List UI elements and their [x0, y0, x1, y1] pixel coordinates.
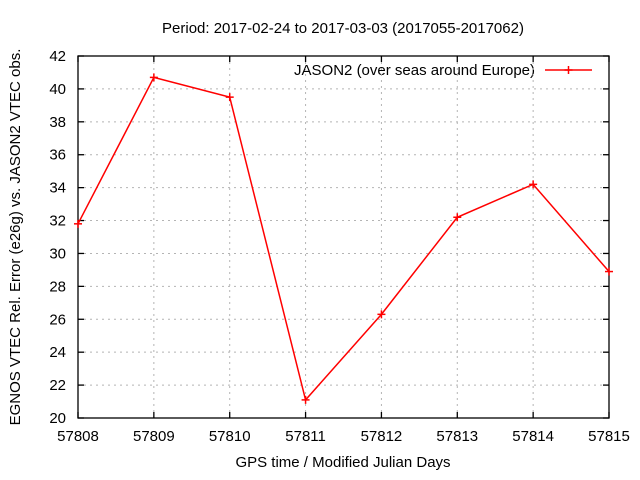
plot-border — [77, 55, 610, 419]
legend-line-sample — [545, 66, 592, 74]
series-jason2 — [74, 73, 613, 404]
y-tick-label: 22 — [49, 377, 66, 394]
y-tick-label: 20 — [49, 410, 66, 427]
x-tick-labels: 57808 57809 57810 57811 57812 57813 57814 57815 — [57, 428, 630, 445]
x-tick-label: 57815 — [588, 428, 630, 445]
x-tick-label: 57808 — [57, 428, 99, 445]
y-axis-label: EGNOS VTEC Rel. Error (e26g) vs. JASON2 … — [7, 49, 24, 426]
y-tick-label: 38 — [49, 114, 66, 131]
y-tick-label: 24 — [49, 344, 66, 361]
series-line — [77, 76, 610, 402]
y-tick-label: 28 — [49, 278, 66, 295]
x-tick-label: 57812 — [361, 428, 403, 445]
x-axis-label: GPS time / Modified Julian Days — [235, 454, 450, 471]
axis-ticks — [77, 55, 610, 419]
y-tick-label: 40 — [49, 81, 66, 98]
x-tick-label: 57811 — [285, 428, 326, 445]
y-tick-label: 34 — [49, 180, 66, 197]
chart-title: Period: 2017-02-24 to 2017-03-03 (201705… — [162, 20, 524, 37]
y-tick-label: 26 — [49, 311, 66, 328]
y-tick-labels: 20 22 24 26 28 30 32 34 36 38 40 42 — [49, 48, 66, 427]
y-tick-label: 30 — [49, 245, 66, 262]
x-tick-label: 57809 — [133, 428, 175, 445]
x-tick-label: 57814 — [512, 428, 554, 445]
y-tick-label: 36 — [49, 147, 66, 164]
x-tick-label: 57810 — [209, 428, 251, 445]
legend-label: JASON2 (over seas around Europe) — [294, 62, 535, 79]
border-rect — [77, 55, 610, 419]
y-tick-label: 32 — [49, 213, 66, 230]
x-tick-label: 57813 — [436, 428, 478, 445]
grid-lines — [78, 56, 609, 418]
y-tick-label: 42 — [49, 48, 66, 65]
